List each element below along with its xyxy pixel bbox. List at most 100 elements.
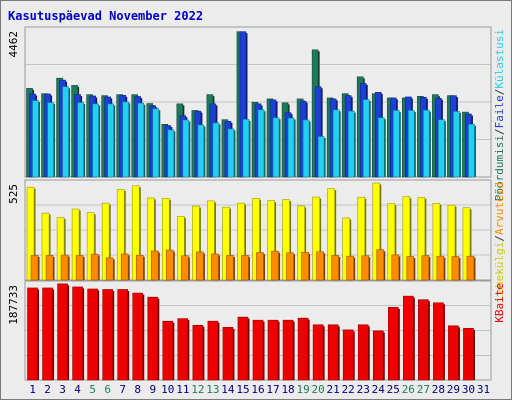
bar bbox=[272, 117, 280, 178]
bar bbox=[267, 319, 279, 381]
x-tick-label: 16 bbox=[251, 383, 264, 396]
bar bbox=[462, 207, 471, 281]
bar bbox=[347, 110, 355, 178]
bar bbox=[346, 255, 354, 281]
bar bbox=[391, 254, 400, 281]
bar bbox=[167, 129, 175, 178]
bar bbox=[181, 255, 189, 281]
x-tick-label: 24 bbox=[372, 383, 386, 396]
chart-panels bbox=[24, 26, 492, 381]
bar bbox=[342, 217, 350, 281]
bar bbox=[131, 185, 140, 281]
x-tick-label: 1 bbox=[29, 383, 36, 396]
x-tick-label: 25 bbox=[387, 383, 400, 396]
bar bbox=[105, 257, 114, 281]
bar bbox=[241, 255, 249, 281]
bar bbox=[301, 251, 309, 281]
x-tick-label: 29 bbox=[447, 383, 460, 396]
bar bbox=[408, 110, 415, 178]
bar bbox=[252, 198, 260, 281]
bar bbox=[327, 324, 339, 381]
x-tick-label: 6 bbox=[104, 383, 111, 396]
series-külastusi bbox=[32, 86, 476, 178]
bar bbox=[372, 330, 384, 381]
legend-entry: Pöördumisi bbox=[493, 135, 506, 201]
bar bbox=[432, 203, 441, 281]
bar bbox=[402, 196, 411, 281]
bar bbox=[57, 283, 68, 381]
bar bbox=[317, 136, 325, 178]
bar bbox=[207, 320, 219, 381]
bar bbox=[42, 287, 53, 381]
bar bbox=[101, 202, 110, 281]
series-arvuteid bbox=[30, 249, 476, 281]
bar bbox=[166, 249, 174, 281]
bar bbox=[302, 119, 310, 178]
y-max-label-bottom: 187733 bbox=[7, 285, 20, 325]
y-max-label-middle: 525 bbox=[7, 184, 20, 204]
bar bbox=[77, 102, 84, 178]
bar bbox=[150, 250, 159, 281]
x-tick-label: 22 bbox=[342, 383, 355, 396]
bar bbox=[196, 251, 204, 281]
bar bbox=[71, 208, 80, 281]
legend-entry: KBaite bbox=[493, 283, 506, 323]
x-tick-label: 23 bbox=[357, 383, 370, 396]
legend-middle: Lehekülgi/Arvuteid bbox=[493, 182, 506, 301]
bar bbox=[207, 200, 215, 281]
bar bbox=[463, 328, 474, 381]
bar bbox=[421, 255, 430, 281]
x-tick-label: 26 bbox=[402, 383, 415, 396]
bar bbox=[75, 255, 84, 281]
x-tick-label: 19 bbox=[296, 383, 309, 396]
panel-bottom bbox=[24, 280, 492, 381]
bar bbox=[387, 203, 396, 281]
bar bbox=[45, 255, 54, 281]
bar bbox=[182, 119, 190, 178]
bar bbox=[146, 197, 155, 281]
x-tick-label: 27 bbox=[417, 383, 430, 396]
x-tick-label: 20 bbox=[312, 383, 325, 396]
x-tick-label: 2 bbox=[44, 383, 51, 396]
x-tick-label: 5 bbox=[89, 383, 96, 396]
x-tick-label: 15 bbox=[236, 383, 249, 396]
bar bbox=[331, 255, 339, 281]
bar bbox=[60, 254, 69, 281]
legend-entry: Faile bbox=[493, 95, 506, 128]
legend-separator: / bbox=[493, 235, 506, 242]
bar bbox=[62, 86, 69, 178]
bar bbox=[177, 318, 189, 381]
bar bbox=[26, 186, 35, 281]
bar bbox=[222, 206, 230, 281]
series-lehekülgi bbox=[26, 182, 472, 281]
bar bbox=[357, 196, 366, 281]
bar bbox=[152, 108, 160, 178]
bar bbox=[120, 253, 129, 281]
bar bbox=[242, 119, 250, 178]
bar bbox=[282, 319, 294, 381]
x-tick-label: 13 bbox=[206, 383, 219, 396]
bar bbox=[226, 255, 234, 281]
right-legends: Pöördumisi/Faile/KülastusiLehekülgi/Arvu… bbox=[493, 29, 506, 323]
legend-separator: / bbox=[493, 89, 506, 96]
bar bbox=[86, 212, 95, 281]
bar bbox=[377, 117, 385, 178]
x-tick-label: 28 bbox=[432, 383, 445, 396]
bar bbox=[362, 99, 370, 178]
bar bbox=[117, 289, 129, 381]
bar bbox=[192, 324, 204, 381]
bar bbox=[297, 205, 305, 281]
bar bbox=[197, 124, 205, 178]
bar bbox=[102, 289, 113, 381]
bar bbox=[107, 103, 114, 178]
bar bbox=[376, 249, 385, 281]
bar bbox=[237, 202, 245, 281]
bar bbox=[72, 286, 83, 381]
x-tick-label: 14 bbox=[221, 383, 235, 396]
x-axis-labels: 1 2 3 4 5 6 7 8 9 10 11 12 13 14 15 16 17 18 19 20 21 22 23 24 2… bbox=[29, 383, 490, 396]
bar bbox=[256, 252, 264, 281]
panel-middle bbox=[24, 179, 492, 281]
bar bbox=[237, 316, 249, 381]
x-tick-label: 8 bbox=[134, 383, 141, 396]
